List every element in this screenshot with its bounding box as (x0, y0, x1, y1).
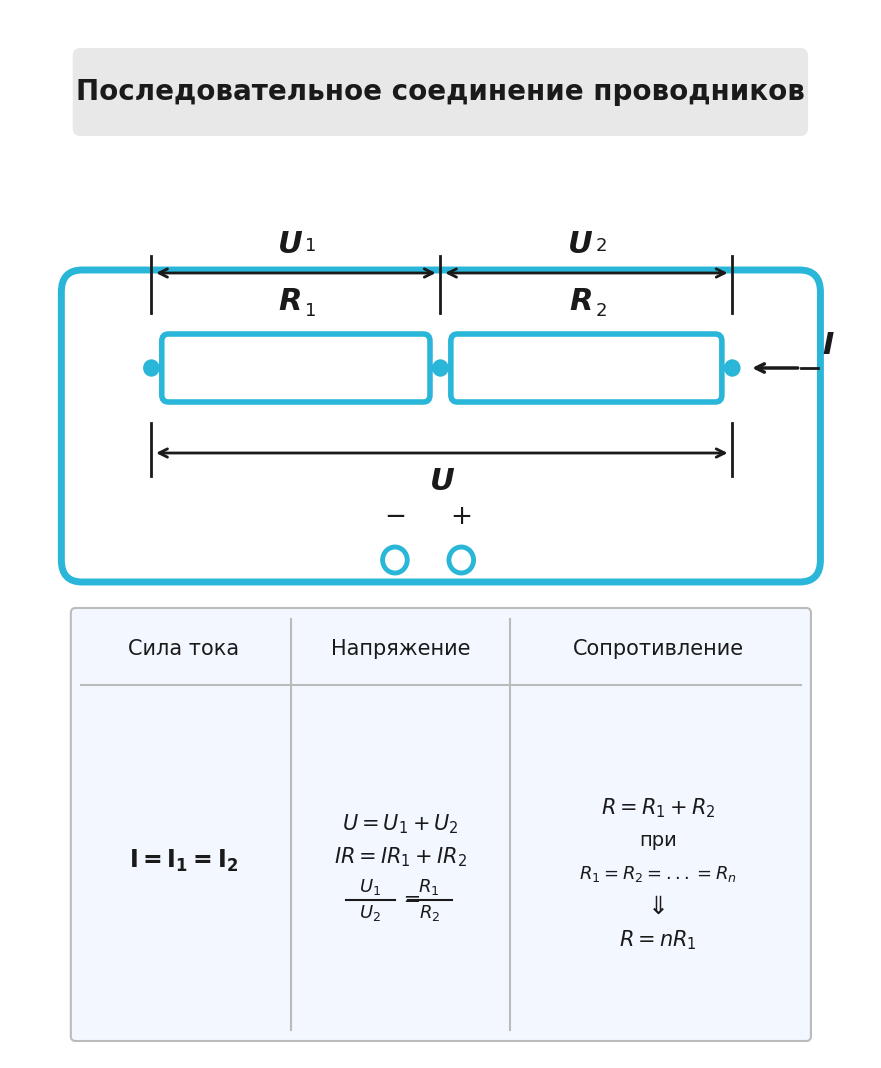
Text: U: U (278, 230, 302, 260)
Text: $R = nR_1$: $R = nR_1$ (619, 928, 697, 952)
Text: 1: 1 (306, 237, 317, 255)
Text: $U = U_1 + U_2$: $U = U_1 + U_2$ (343, 813, 459, 836)
Text: I: I (822, 331, 833, 360)
FancyBboxPatch shape (73, 48, 808, 136)
FancyBboxPatch shape (162, 334, 430, 402)
Circle shape (433, 360, 448, 376)
Text: +: + (450, 504, 472, 530)
Text: =: = (397, 890, 428, 910)
Circle shape (382, 547, 407, 574)
Text: U: U (568, 230, 593, 260)
Circle shape (144, 360, 159, 376)
Text: $U_2$: $U_2$ (359, 904, 381, 923)
Text: $\mathbf{I = I_1 = I_2}$: $\mathbf{I = I_1 = I_2}$ (129, 847, 238, 874)
Text: $R_1$: $R_1$ (418, 877, 440, 897)
FancyBboxPatch shape (70, 608, 811, 1041)
Circle shape (725, 360, 740, 376)
Text: U: U (429, 467, 455, 496)
Text: 2: 2 (596, 302, 607, 320)
Text: −: − (384, 504, 406, 530)
Text: $R = R_1 + R_2$: $R = R_1 + R_2$ (601, 796, 715, 819)
Text: R: R (278, 287, 302, 316)
Text: 1: 1 (306, 302, 317, 320)
Text: Сила тока: Сила тока (128, 639, 239, 659)
Text: R: R (569, 287, 592, 316)
Text: $U_1$: $U_1$ (359, 877, 381, 897)
Text: Напряжение: Напряжение (331, 639, 470, 659)
Text: $R_2$: $R_2$ (418, 904, 440, 923)
FancyBboxPatch shape (451, 334, 722, 402)
Circle shape (449, 547, 474, 574)
Text: $IR = IR_1 + IR_2$: $IR = IR_1 + IR_2$ (334, 846, 467, 869)
Text: при: при (640, 831, 677, 850)
Text: Последовательное соединение проводников: Последовательное соединение проводников (76, 78, 805, 106)
Text: Сопротивление: Сопротивление (573, 639, 744, 659)
Text: ⇓: ⇓ (648, 895, 669, 918)
Text: $R_1 = R_2 = ... = R_n$: $R_1 = R_2 = ... = R_n$ (580, 864, 737, 883)
Text: 2: 2 (596, 237, 607, 255)
